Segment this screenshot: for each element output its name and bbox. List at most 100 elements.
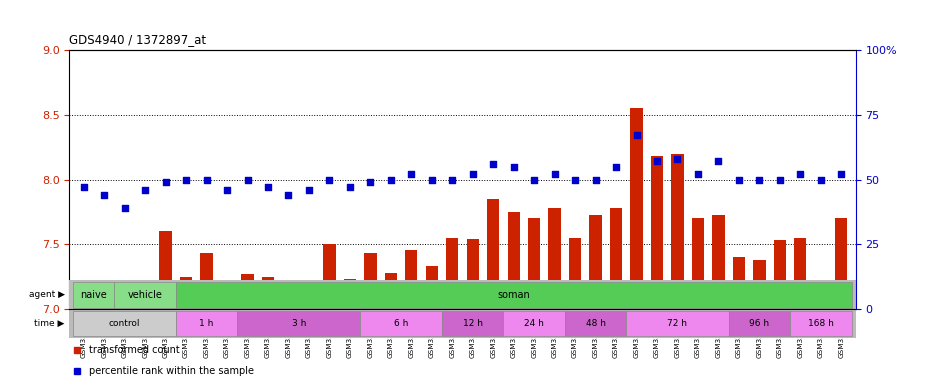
Point	[834, 171, 849, 177]
Bar	[446, 238, 459, 309]
Point	[322, 177, 337, 183]
Point	[506, 164, 521, 170]
Text: 168 h: 168 h	[808, 319, 833, 328]
Bar	[221, 304, 233, 309]
Bar	[176, 311, 238, 336]
Point	[486, 161, 500, 167]
Point	[261, 184, 276, 190]
Bar	[610, 208, 623, 309]
Point	[97, 192, 112, 198]
Bar	[466, 239, 479, 309]
Bar	[360, 311, 442, 336]
Bar	[364, 253, 376, 309]
Bar	[692, 218, 704, 309]
Text: percentile rank within the sample: percentile rank within the sample	[89, 366, 254, 376]
Bar	[323, 244, 336, 309]
Point	[342, 184, 357, 190]
Point	[117, 205, 132, 211]
Text: 72 h: 72 h	[668, 319, 687, 328]
Point	[772, 177, 787, 183]
Bar	[626, 311, 729, 336]
Point	[732, 177, 746, 183]
Bar	[528, 218, 540, 309]
Bar	[631, 108, 643, 309]
Bar	[569, 238, 581, 309]
Bar	[651, 156, 663, 309]
Point	[138, 187, 153, 193]
Bar	[118, 303, 130, 309]
Bar	[426, 266, 438, 309]
Text: 12 h: 12 h	[462, 319, 483, 328]
Point	[629, 132, 644, 139]
Point	[526, 177, 541, 183]
Text: vehicle: vehicle	[128, 290, 163, 300]
Bar	[835, 218, 847, 309]
Bar	[201, 253, 213, 309]
Point	[711, 158, 726, 164]
Point	[363, 179, 377, 185]
Bar	[73, 311, 176, 336]
Bar	[815, 291, 827, 309]
Bar	[115, 282, 176, 308]
Point	[179, 177, 193, 183]
Bar	[729, 311, 790, 336]
Point	[813, 177, 828, 183]
Bar	[282, 298, 294, 309]
Point	[281, 192, 296, 198]
Bar	[589, 215, 602, 309]
Bar	[241, 274, 253, 309]
Text: 24 h: 24 h	[524, 319, 544, 328]
Point	[425, 177, 439, 183]
Bar	[405, 250, 417, 309]
Bar	[385, 273, 397, 309]
Text: 1 h: 1 h	[200, 319, 214, 328]
Text: 6 h: 6 h	[394, 319, 408, 328]
Bar	[733, 257, 745, 309]
Text: 3 h: 3 h	[291, 319, 306, 328]
Bar	[712, 215, 724, 309]
Point	[199, 177, 214, 183]
Point	[548, 171, 562, 177]
Text: transformed count: transformed count	[89, 345, 179, 355]
Bar	[795, 238, 807, 309]
Bar	[344, 279, 356, 309]
Bar	[790, 311, 852, 336]
Point	[445, 177, 460, 183]
Bar	[139, 287, 152, 309]
Bar	[262, 277, 274, 309]
Point	[752, 177, 767, 183]
Bar	[503, 311, 565, 336]
Bar	[73, 282, 115, 308]
Point	[384, 177, 399, 183]
Text: GDS4940 / 1372897_at: GDS4940 / 1372897_at	[69, 33, 206, 46]
Bar	[487, 199, 500, 309]
Point	[465, 171, 480, 177]
Text: control: control	[109, 319, 141, 328]
Bar	[98, 291, 110, 309]
Point	[793, 171, 808, 177]
Bar	[672, 154, 684, 309]
Point	[609, 164, 623, 170]
Bar	[442, 311, 503, 336]
Point	[588, 177, 603, 183]
Text: naive: naive	[80, 290, 107, 300]
Point	[568, 177, 583, 183]
Bar	[508, 212, 520, 309]
Point	[649, 158, 664, 164]
Text: soman: soman	[498, 290, 530, 300]
Point	[691, 171, 706, 177]
Point	[302, 187, 316, 193]
Bar	[180, 277, 192, 309]
Bar	[549, 208, 561, 309]
Text: agent ▶: agent ▶	[29, 290, 65, 299]
Bar	[773, 240, 786, 309]
Bar	[78, 281, 90, 309]
Bar	[753, 260, 766, 309]
Bar	[565, 311, 626, 336]
Text: 48 h: 48 h	[586, 319, 606, 328]
Bar	[238, 311, 360, 336]
Bar	[159, 232, 172, 309]
Text: time ▶: time ▶	[34, 319, 65, 328]
Bar	[302, 296, 315, 309]
Point	[240, 177, 255, 183]
